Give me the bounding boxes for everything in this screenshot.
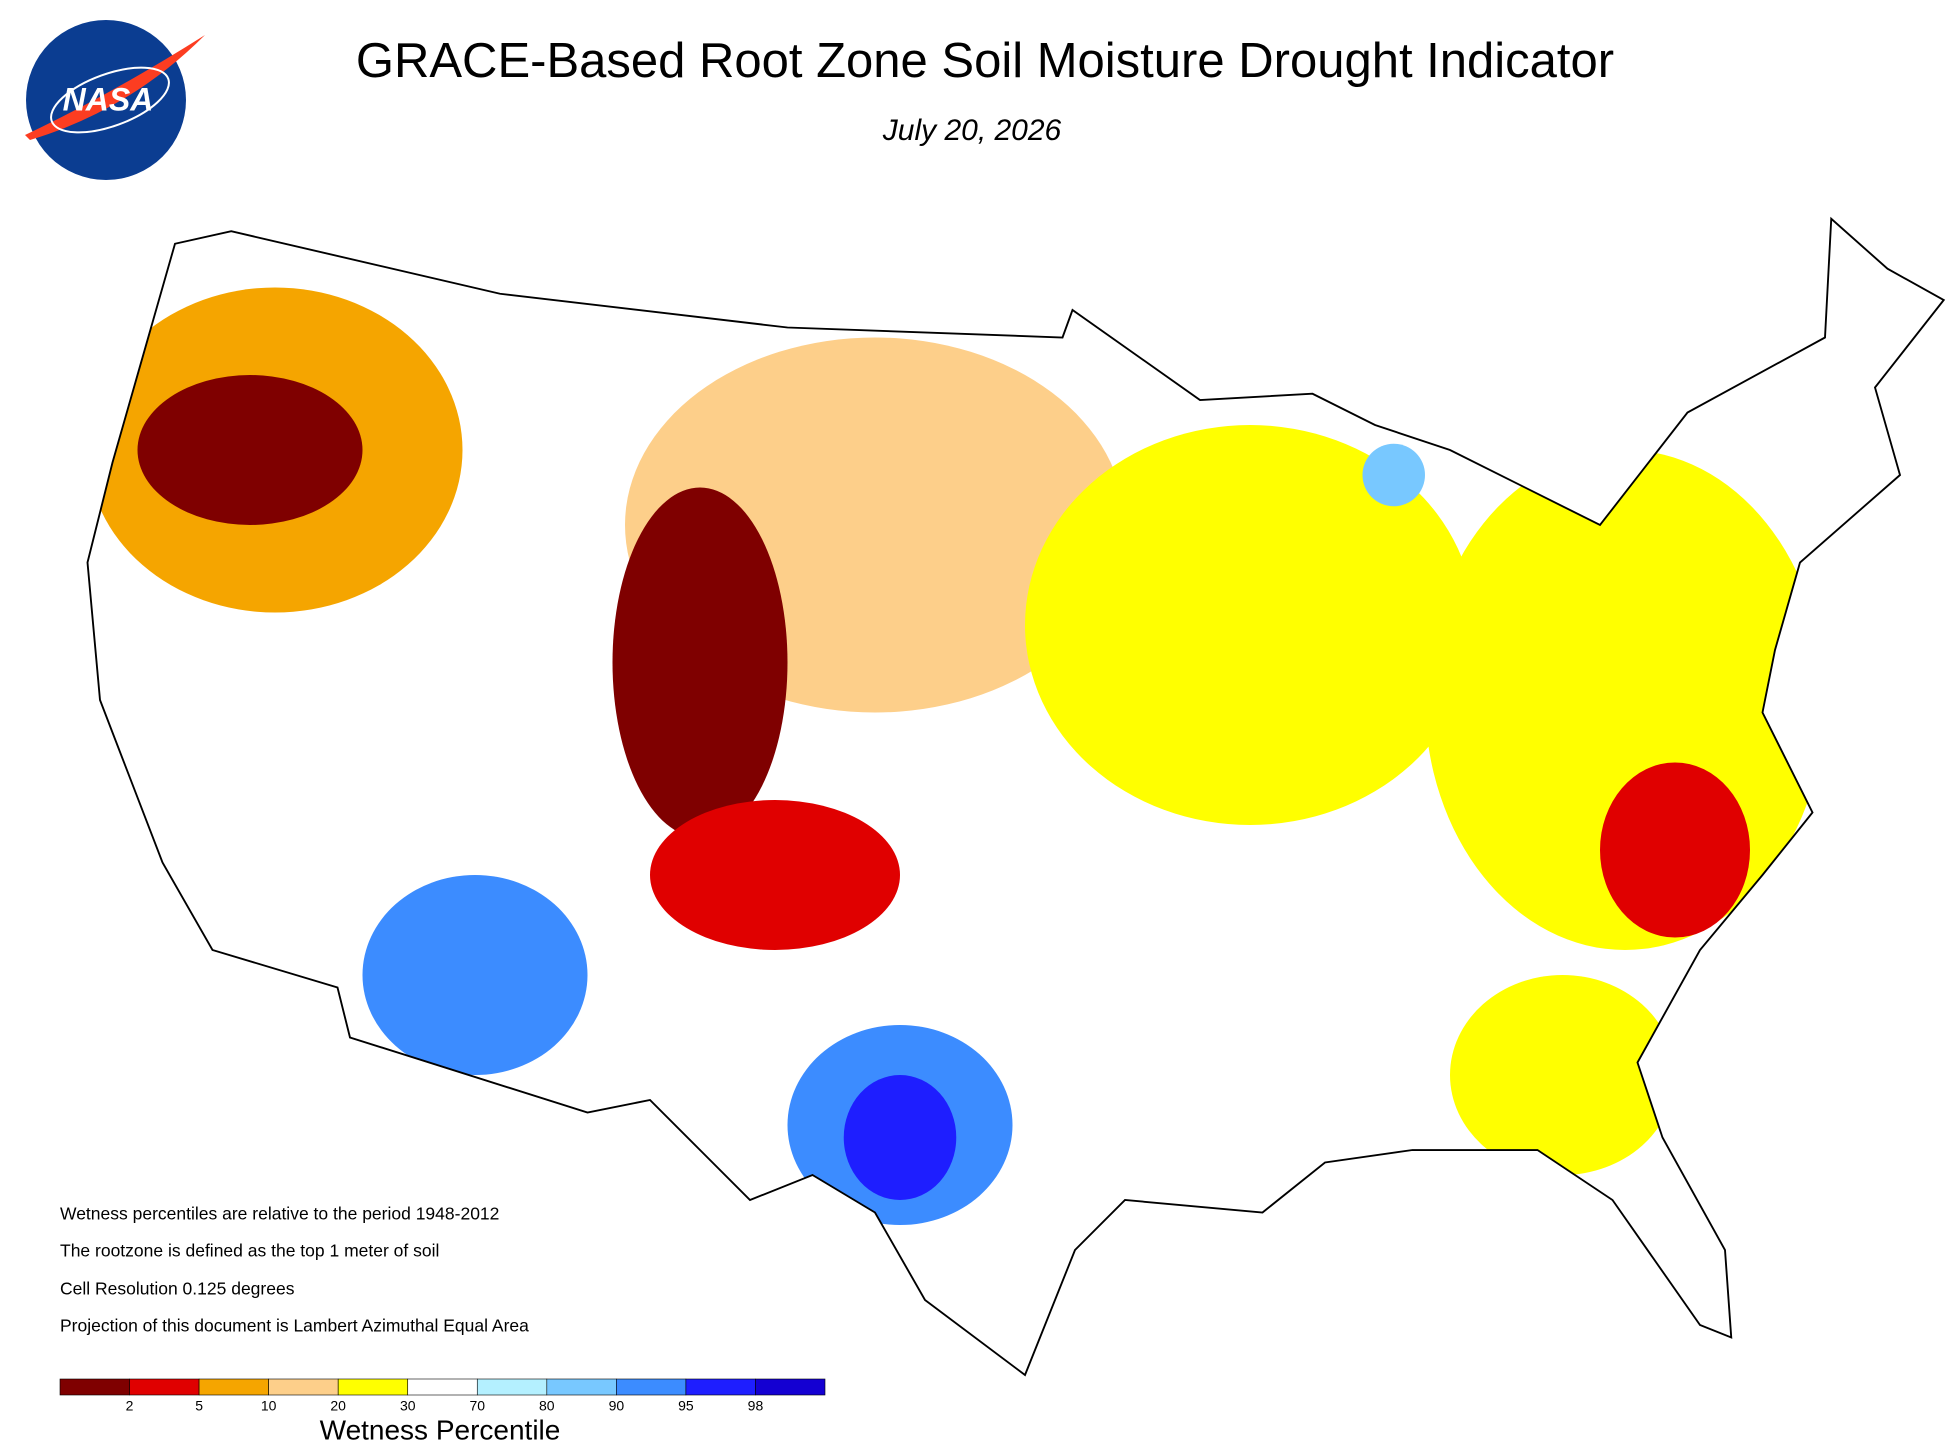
legend-break-label: 98 [748, 1398, 764, 1414]
legend-break-label: 20 [330, 1398, 346, 1414]
legend-swatch [685, 1378, 756, 1396]
drought-area [1025, 425, 1475, 825]
note: Cell Resolution 0.125 degrees [60, 1279, 295, 1299]
note: The rootzone is defined as the top 1 met… [60, 1241, 439, 1261]
legend-break-label: 2 [126, 1398, 134, 1414]
wet-area [843, 1075, 957, 1200]
logo-text: NASA [63, 81, 154, 117]
logo-swoosh [25, 35, 205, 140]
legend-swatch [337, 1378, 409, 1396]
legend-swatch [198, 1378, 269, 1396]
legend-swatch [407, 1378, 478, 1396]
drought-area [1600, 762, 1750, 938]
legend-break-label: 70 [469, 1398, 485, 1414]
legend: Wetness Percentile 2 5 10 20 30 70 80 90 95 98 [59, 1378, 826, 1445]
legend-break-label: 5 [195, 1398, 203, 1414]
drought-area [137, 375, 363, 525]
nasa-logo: NASA [25, 20, 205, 180]
legend-swatch [616, 1378, 687, 1396]
legend-swatch [59, 1378, 130, 1396]
note: Wetness percentiles are relative to the … [60, 1204, 499, 1224]
title: GRACE-Based Root Zone Soil Moisture Drou… [356, 34, 1614, 88]
legend-swatch [546, 1378, 617, 1396]
legend-break-label: 95 [678, 1398, 694, 1414]
drought-area [612, 487, 788, 838]
legend-title: Wetness Percentile [320, 1414, 561, 1445]
legend-swatch [268, 1378, 339, 1396]
drought-area [650, 800, 900, 950]
wet-area [1362, 443, 1425, 507]
legend-swatch [476, 1378, 548, 1396]
wet-area [362, 875, 588, 1075]
legend-break-label: 10 [261, 1398, 277, 1414]
legend-swatch [129, 1378, 200, 1396]
legend-break-label: 80 [539, 1398, 555, 1414]
note: Projection of this document is Lambert A… [60, 1316, 529, 1336]
legend-break-label: 90 [609, 1398, 625, 1414]
legend-swatch [755, 1378, 826, 1396]
drought-area [1450, 975, 1675, 1175]
logo-orbit [50, 66, 170, 134]
legend-break-label: 30 [400, 1398, 416, 1414]
notes: Wetness percentiles are relative to the … [60, 1204, 529, 1336]
subtitle: July 20, 2026 [882, 114, 1062, 147]
